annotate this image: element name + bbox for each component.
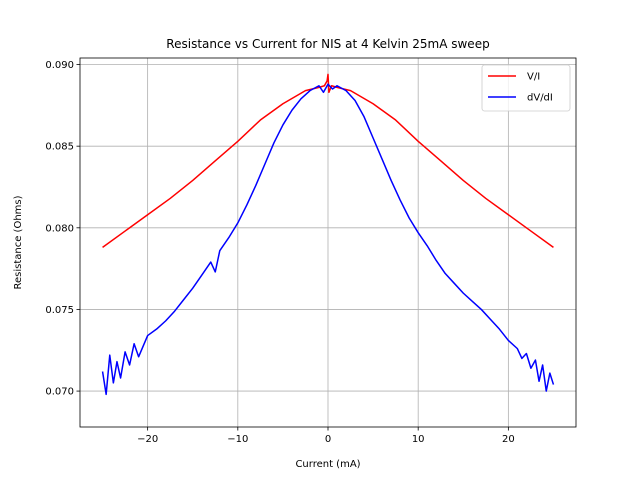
y-axis-label: Resistance (Ohms) [13, 195, 24, 289]
y-tick-label: 0.085 [45, 142, 74, 153]
y-tick-label: 0.080 [45, 223, 74, 234]
x-tick-label: −20 [137, 434, 158, 445]
x-tick-label: 10 [412, 434, 425, 445]
legend-label: dV/dI [527, 93, 553, 104]
x-tick-label: −10 [227, 434, 248, 445]
x-tick-label: 0 [325, 434, 331, 445]
ticks: −20 −10 0 10 20 0.070 0.075 0.080 0.085 0.090 [45, 60, 514, 445]
legend-label: V/I [527, 72, 540, 83]
legend: V/I dV/dI [481, 64, 571, 112]
x-axis-label: Current (mA) [295, 459, 360, 470]
y-tick-label: 0.070 [45, 387, 74, 398]
grid [80, 58, 576, 427]
chart-title: Resistance vs Current for NIS at 4 Kelvi… [166, 37, 489, 51]
y-tick-label: 0.075 [45, 305, 74, 316]
series-line-v-over-i [102, 73, 554, 249]
series-layer [101, 73, 555, 396]
x-tick-label: 20 [502, 434, 515, 445]
series-line-dv-di [101, 83, 555, 396]
y-tick-label: 0.090 [45, 60, 74, 71]
legend-box [481, 64, 571, 112]
